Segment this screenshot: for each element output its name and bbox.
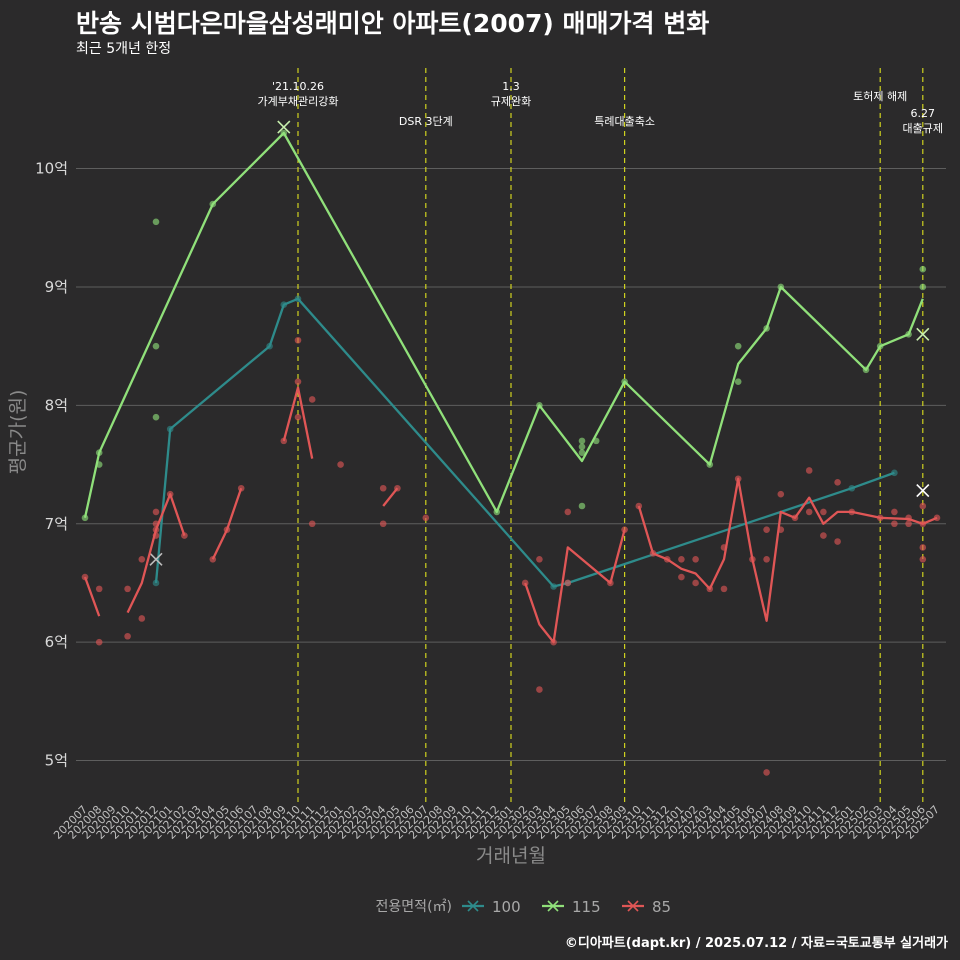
series-line: [524, 529, 626, 644]
data-point: [81, 514, 89, 522]
data-point: [905, 520, 912, 528]
data-point: [820, 508, 827, 516]
legend-label: 115: [572, 898, 601, 916]
series-line: [382, 487, 399, 507]
y-tick-label: 8억: [45, 396, 68, 414]
data-point: [692, 579, 699, 587]
data-point: [805, 508, 813, 516]
event-annotation: 1.3 규제완화: [491, 80, 531, 108]
data-point: [763, 769, 770, 776]
series-line: [83, 131, 924, 519]
data-point: [422, 514, 430, 522]
legend-item-115: 115: [542, 898, 601, 916]
data-point: [95, 638, 103, 646]
data-point: [763, 526, 770, 533]
data-point: [294, 378, 302, 385]
event-annotation: 6.27 대출규제: [903, 107, 943, 135]
legend-item-85: 85: [622, 898, 671, 916]
data-point: [919, 265, 927, 273]
data-point: [891, 508, 898, 516]
data-point: [578, 502, 586, 510]
data-point: [138, 615, 146, 622]
chart-title: 반송 시범다은마을삼성래미안 아파트(2007) 매매가격 변화: [76, 9, 710, 38]
series-85: [81, 336, 941, 776]
series-line: [637, 477, 938, 622]
legend-item-100: 100: [462, 898, 521, 916]
source-caption: ©디아파트(dapt.kr) / 2025.07.12 / 자료=국토교통부 실…: [564, 936, 948, 951]
event-annotation: '21.10.26 가계부채관리강화: [258, 80, 339, 108]
y-tick-label: 9억: [45, 278, 68, 296]
data-point: [379, 520, 387, 528]
data-point: [152, 508, 160, 516]
data-point: [763, 555, 770, 563]
data-point: [678, 555, 685, 563]
legend-label: 100: [492, 898, 521, 916]
legend-label: 85: [652, 898, 671, 916]
data-point: [919, 544, 927, 551]
data-point: [919, 555, 927, 563]
series-line: [154, 297, 895, 588]
data-point: [919, 283, 927, 291]
data-point: [891, 520, 898, 528]
data-point: [805, 467, 813, 474]
legend-title: 전용면적(㎡): [376, 899, 452, 915]
data-point: [578, 443, 586, 451]
series-115: [81, 129, 927, 522]
data-point: [379, 484, 387, 492]
data-point: [834, 479, 841, 486]
data-point: [734, 342, 742, 350]
data-point: [578, 449, 586, 457]
series-line: [126, 493, 186, 614]
y-tick-label: 10억: [35, 160, 68, 178]
data-point: [777, 490, 785, 498]
series-line: [83, 576, 101, 617]
data-point: [124, 632, 131, 640]
highlight-mark: [916, 484, 930, 498]
data-point: [294, 413, 302, 421]
data-point: [95, 585, 103, 593]
data-point: [919, 502, 927, 510]
data-point: [578, 437, 586, 445]
data-point: [621, 526, 628, 533]
data-point: [834, 538, 841, 545]
data-point: [294, 336, 302, 344]
event-annotation: 특례대출축소: [594, 115, 655, 128]
highlight-mark: [149, 552, 163, 566]
series-line: [282, 386, 314, 459]
data-point: [124, 585, 131, 593]
data-point: [820, 532, 827, 539]
data-point: [337, 461, 344, 468]
data-point: [678, 573, 685, 581]
chart-subtitle: 최근 5개년 한정: [76, 41, 172, 57]
data-point: [536, 555, 543, 563]
data-point: [308, 520, 316, 528]
data-point: [138, 555, 146, 563]
y-tick-label: 6억: [45, 633, 68, 651]
data-point: [308, 396, 316, 403]
highlight-mark: [916, 327, 930, 341]
data-point: [734, 378, 742, 385]
data-point: [692, 555, 699, 563]
y-tick-label: 5억: [45, 752, 68, 770]
series-line: [211, 487, 243, 560]
data-point: [536, 686, 543, 693]
highlight-mark: [277, 120, 291, 134]
data-point: [720, 585, 728, 593]
event-annotation: 토허제 해제: [853, 89, 907, 103]
y-tick-label: 7억: [45, 515, 68, 533]
data-point: [152, 342, 160, 350]
data-point: [564, 508, 572, 516]
data-point: [152, 218, 160, 226]
y-axis-title: 평균가(원): [7, 390, 29, 475]
event-annotation: DSR 3단계: [399, 115, 453, 128]
data-point: [564, 579, 572, 587]
data-point: [152, 413, 160, 421]
x-axis-title: 거래년월: [476, 845, 546, 867]
